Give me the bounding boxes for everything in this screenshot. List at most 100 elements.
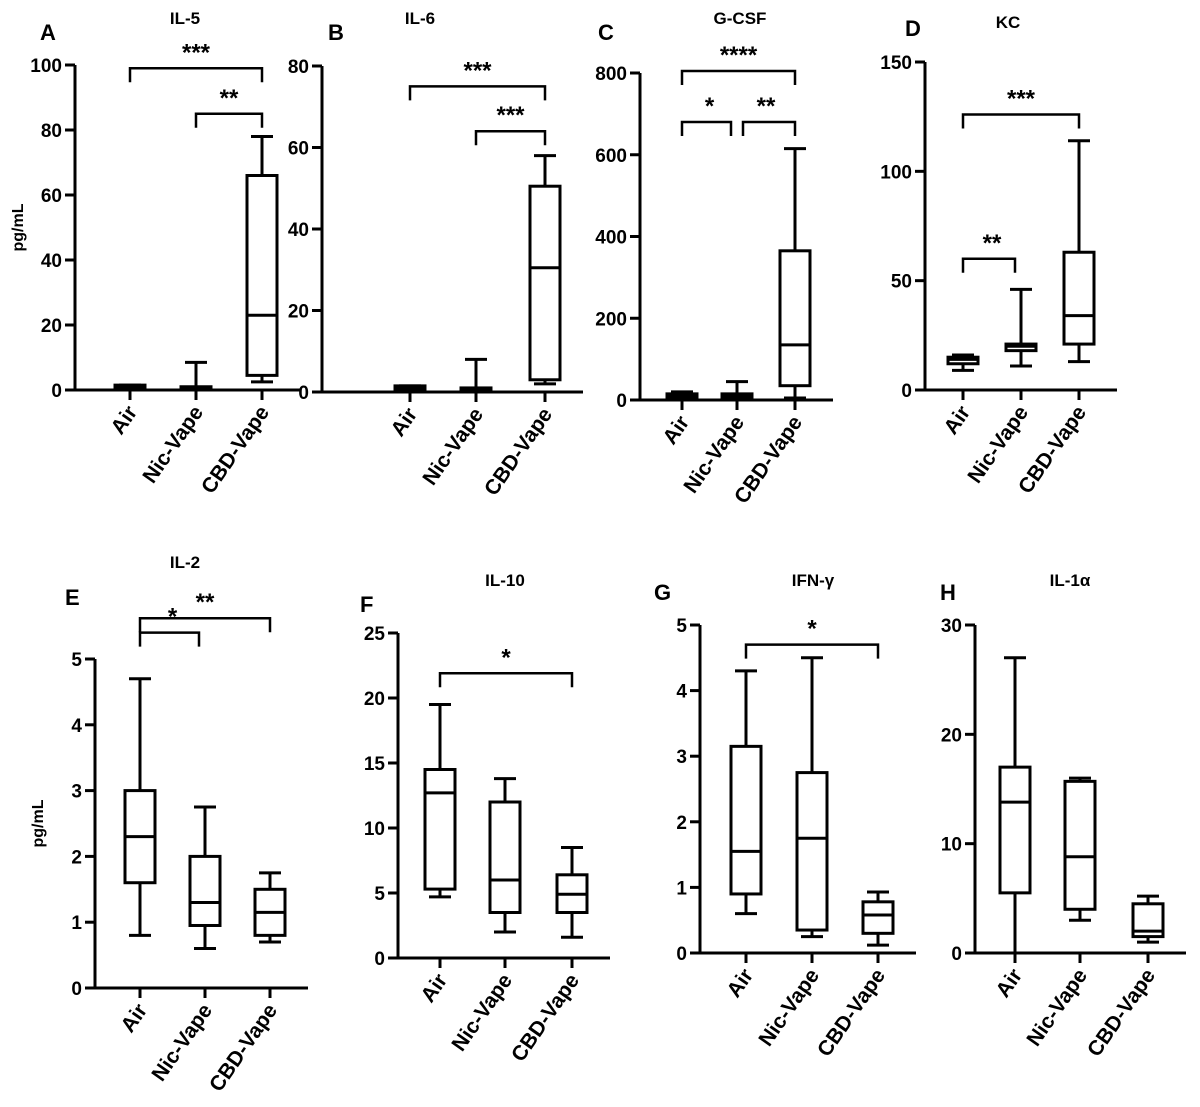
x-tick-label: Air [117,1000,153,1037]
significance-bracket [128,67,264,83]
x-tick-label: Nic-Vape [447,970,517,1056]
y-tick-label: 20 [364,689,385,710]
x-tick-label: Air [992,965,1028,1002]
x-tick-label: Nic-Vape [1022,965,1092,1051]
panel-title: IL-1α [1050,571,1091,590]
y-tick-label: 150 [880,53,912,74]
significance-label: * [705,93,715,120]
box-nic-vape [188,805,222,951]
y-tick-label: 50 [891,272,912,293]
significance-bracket [961,113,1081,129]
panel-title: IL-2 [170,553,200,572]
panel-letter: D [905,16,921,41]
box-iqr [488,800,522,914]
y-tick-label: 600 [595,146,627,167]
box-air [393,384,427,394]
significance-label: *** [463,57,492,84]
x-tick-label: Nic-Vape [138,402,208,488]
panel-letter: C [598,20,614,45]
box-nic-vape [459,357,493,394]
panel-letter: H [940,580,956,605]
significance-bracket [138,631,201,647]
box-nic-vape [179,360,213,392]
significance-bracket [474,129,547,146]
y-tick-label: 0 [374,949,385,970]
significance-label: * [168,604,178,631]
box-cbd-vape [528,154,562,386]
panel-c: CG-CSF0200400600800AirNic-VapeCBD-Vape**… [595,9,833,508]
y-tick-label: 400 [595,228,627,249]
x-tick-label: Nic-Vape [754,965,824,1051]
x-tick-label: CBD-Vape [1083,965,1160,1061]
y-tick-label: 3 [71,782,82,803]
significance-bracket [138,616,272,633]
box-air [998,656,1032,955]
y-tick-label: 40 [41,251,62,272]
y-tick-label: 0 [616,391,627,412]
box-iqr [245,174,279,377]
y-tick-label: 100 [30,56,62,77]
y-tick-label: 3 [676,747,687,768]
x-tick-label: CBD-Vape [197,402,274,498]
y-tick-label: 20 [288,302,309,323]
y-tick-label: 1 [676,878,687,899]
significance-bracket [408,85,547,101]
y-tick-label: 0 [51,381,62,402]
y-tick-label: 5 [374,884,385,905]
y-tick-label: 0 [901,381,912,402]
box-iqr [861,900,895,935]
y-tick-label: 80 [41,121,62,142]
x-tick-label: Air [417,970,453,1007]
box-air [123,677,157,937]
y-tick-label: 5 [71,650,82,671]
box-cbd-vape [1062,139,1096,364]
panel-a: A IL-5 pg/mL 0 20 40 60 80 100 AirNic-VapeCBD-Vap… [10,9,300,498]
significance-label: **** [720,42,758,69]
box-nic-vape [1063,776,1097,922]
y-tick-label: 10 [364,819,385,840]
x-tick-label: Nic-Vape [147,1000,217,1086]
significance-bracket [741,120,797,137]
box-nic-vape [1004,287,1038,368]
significance-bracket [194,112,264,128]
box-iqr [729,744,763,896]
y-tick-label: 0 [71,979,82,1000]
box-cbd-vape [1131,894,1165,944]
y-tick-label: 100 [880,162,912,183]
y-axis-label: pg/mL [10,203,27,251]
x-tick-label: Nic-Vape [418,404,488,490]
box-air [729,669,763,916]
y-tick-label: 800 [595,64,627,85]
y-axis-label: pg/mL [30,799,47,847]
significance-label: *** [496,102,525,129]
box-air [423,703,457,899]
box-cbd-vape [253,871,287,944]
significance-bracket [961,257,1017,273]
y-tick-label: 200 [595,309,627,330]
y-tick-label: 4 [676,682,687,703]
y-tick-label: 0 [676,944,687,965]
box-iqr [423,768,457,891]
significance-label: ** [196,589,215,616]
y-tick-label: 4 [71,716,82,737]
significance-bracket [438,672,574,688]
panel-letter: B [328,20,344,45]
y-tick-label: 0 [298,383,309,404]
box-nic-vape [720,380,754,402]
box-air [665,390,699,402]
y-tick-label: 20 [941,725,962,746]
significance-bracket [744,643,880,659]
panel-title: IL-5 [170,9,200,28]
y-tick-label: 2 [676,813,687,834]
x-tick-label: CBD-Vape [813,965,890,1061]
x-tick-label: Air [723,965,759,1002]
box-iqr [1063,779,1097,911]
y-tick-label: 80 [288,57,309,78]
panel-letter: E [65,585,80,610]
significance-label: * [807,616,817,643]
